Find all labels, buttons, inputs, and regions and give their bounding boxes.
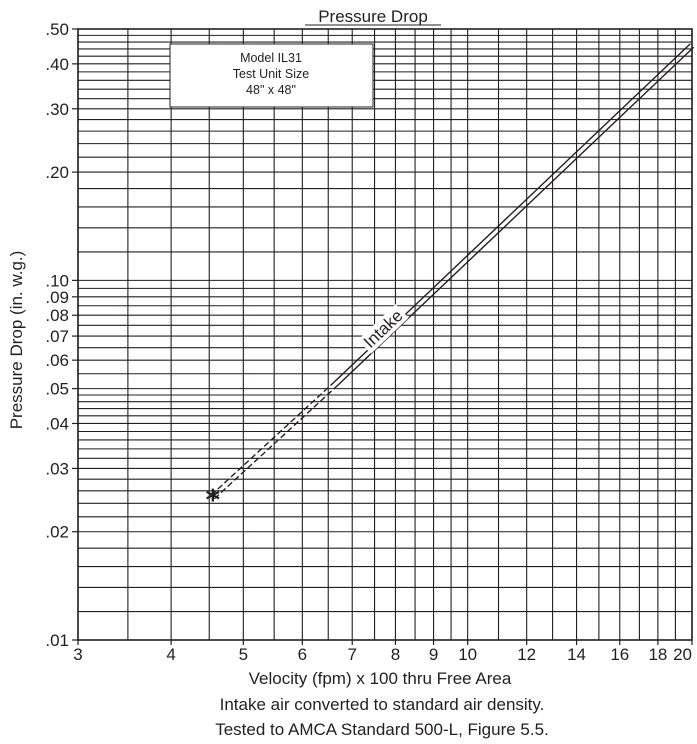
x-tick-label: 3 [73, 645, 82, 664]
intake-series-line [213, 385, 338, 500]
y-tick-label: .50 [45, 20, 69, 39]
start-point-marker: * [205, 483, 220, 516]
note-standard-air: Intake air converted to standard air den… [220, 695, 545, 714]
series-layer: Intake * [205, 43, 695, 516]
box-line-test-unit-size: Test Unit Size [233, 67, 309, 81]
y-tick-label: .01 [45, 631, 69, 650]
x-tick-label: 4 [166, 645, 175, 664]
y-tick-label: .20 [45, 163, 69, 182]
x-tick-label: 12 [517, 645, 536, 664]
y-tick-label: .03 [45, 459, 69, 478]
x-tick-label: 16 [610, 645, 629, 664]
y-axis-label: Pressure Drop (in. w.g.) [7, 251, 26, 430]
chart-title: Pressure Drop [318, 7, 428, 26]
y-axis-ticks: .50 .40 .30 .20 .10.09.08 .07 .06 .05 .04 .03 .02.… [45, 20, 78, 650]
x-tick-label: 8 [391, 645, 400, 664]
x-tick-label: 9 [429, 645, 438, 664]
box-line-dimensions: 48" x 48" [246, 83, 296, 97]
y-tick-label: .40 [45, 55, 69, 74]
grid-layer [77, 28, 693, 641]
y-tick-label: .05 [45, 380, 69, 399]
note-amca-standard: Tested to AMCA Standard 500-L, Figure 5.… [215, 720, 549, 739]
series-label-backdrop [357, 304, 409, 354]
test-unit-info-box: Model IL31 Test Unit Size 48" x 48" [169, 43, 374, 108]
x-tick-label: 10 [458, 645, 477, 664]
series-label-intake: Intake [360, 306, 407, 352]
x-tick-label: 7 [347, 645, 356, 664]
y-tick-label: .07 [45, 327, 69, 346]
x-tick-label: 14 [567, 645, 586, 664]
y-tick-label: .08 [45, 306, 69, 325]
y-tick-label: .06 [45, 351, 69, 370]
plot-frame [77, 28, 693, 641]
y-tick-label: .30 [45, 100, 69, 119]
y-tick-label: .04 [45, 414, 69, 433]
y-tick-label: .10 [45, 271, 69, 290]
x-tick-label: 18 [648, 645, 667, 664]
y-tick-label: .09 [45, 288, 69, 307]
x-tick-label: 5 [239, 645, 248, 664]
x-tick-label: 6 [298, 645, 307, 664]
box-line-model: Model IL31 [240, 51, 302, 65]
x-axis-label: Velocity (fpm) x 100 thru Free Area [249, 669, 512, 688]
intake-series-line [210, 381, 335, 496]
y-tick-label: .02 [45, 523, 69, 542]
x-tick-label: 20 [673, 645, 692, 664]
x-axis-ticks: 3 4 5 6 7 8 9 10 12 14 16 18 20 [73, 640, 693, 664]
